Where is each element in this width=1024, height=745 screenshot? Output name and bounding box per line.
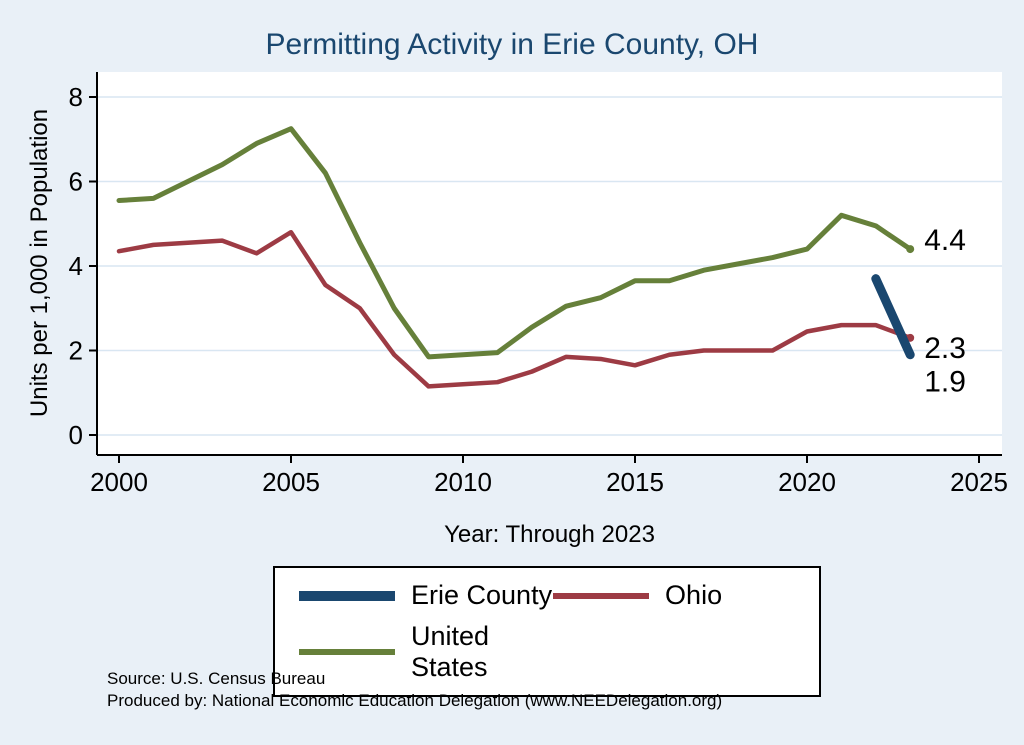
y-tick-label: 4 — [69, 251, 83, 281]
series-endpoint-erie-county — [906, 350, 915, 359]
x-tick-label: 2020 — [778, 467, 836, 497]
series-endpoint-united-states — [906, 245, 915, 254]
footer: Source: U.S. Census Bureau Produced by: … — [107, 668, 722, 712]
end-label-erie-county: 1.9 — [924, 366, 966, 399]
end-label-ohio: 2.3 — [924, 332, 966, 365]
x-tick-label: 2010 — [434, 467, 492, 497]
united-states-line-swatch — [299, 649, 395, 655]
series-line-ohio — [116, 229, 913, 389]
x-axis-label: Year: Through 2023 — [444, 521, 655, 548]
x-tick-label: 2015 — [606, 467, 664, 497]
series-line-united-states — [116, 126, 913, 360]
x-tick-label: 2025 — [950, 467, 1008, 497]
y-tick-label: 8 — [69, 82, 83, 112]
chart-title: Permitting Activity in Erie County, OH — [265, 28, 759, 61]
legend-label-ohio: Ohio — [665, 580, 723, 610]
legend: Erie County Ohio United States — [273, 566, 821, 697]
plot-area — [97, 72, 1002, 455]
produced-by-note: Produced by: National Economic Education… — [107, 691, 723, 710]
legend-item-ohio: Ohio — [553, 580, 795, 611]
end-label-united-states: 4.4 — [924, 224, 966, 257]
legend-label-united-states: United States — [411, 621, 490, 682]
ohio-line-swatch — [553, 592, 650, 599]
x-tick-label: 2005 — [262, 467, 320, 497]
y-axis-label: Units per 1,000 in Population — [26, 108, 53, 418]
y-tick-label: 0 — [69, 420, 83, 450]
legend-label-erie-county: Erie County — [411, 580, 553, 610]
x-tick-label: 2000 — [90, 467, 148, 497]
y-tick-label: 6 — [69, 167, 83, 197]
source-note: Source: U.S. Census Bureau — [107, 669, 326, 688]
series-line-erie-county — [871, 274, 915, 360]
erie-county-line-swatch — [299, 590, 395, 601]
y-tick-label: 2 — [69, 336, 83, 366]
legend-item-erie-county: Erie County — [299, 580, 553, 611]
legend-item-united-states: United States — [299, 621, 553, 683]
